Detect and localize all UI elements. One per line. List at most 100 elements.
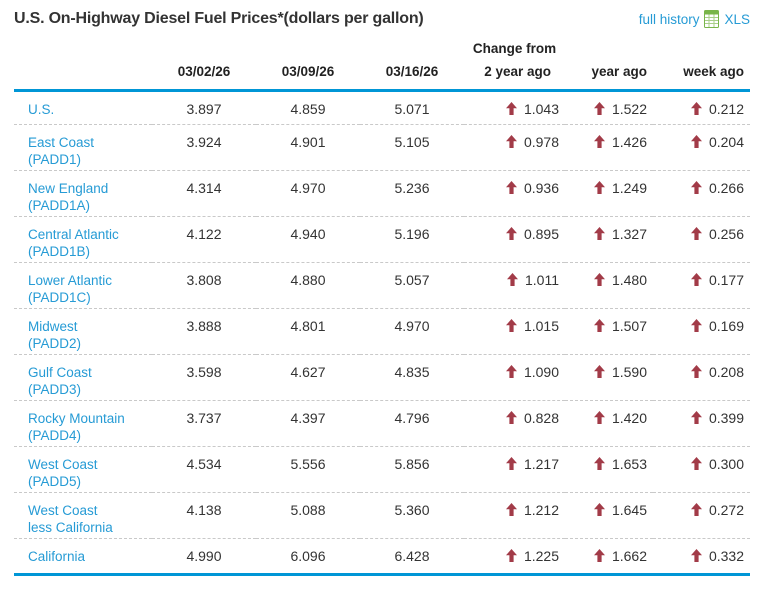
region-link[interactable]: West Coast less California — [28, 503, 113, 535]
up-arrow-icon — [507, 272, 518, 288]
region-link[interactable]: California — [28, 549, 86, 564]
change-cell: 0.936 — [464, 171, 565, 217]
price-cell: 4.990 — [186, 548, 222, 564]
up-arrow-icon — [690, 502, 702, 518]
region-link[interactable]: Gulf Coast (PADD3) — [28, 365, 92, 397]
price-cell: 4.314 — [186, 180, 222, 196]
up-arrow-icon — [505, 502, 517, 518]
table-row-lower-atlantic: Lower Atlantic (PADD1C) 3.808 4.880 5.057… — [14, 263, 750, 309]
up-arrow-icon — [593, 101, 605, 117]
region-column-header — [14, 58, 152, 92]
price-cell: 4.397 — [290, 410, 326, 426]
price-cell: 4.534 — [186, 456, 222, 472]
change-cell: 1.327 — [565, 217, 653, 263]
up-arrow-icon — [690, 272, 702, 288]
region-link[interactable]: U.S. — [28, 102, 55, 117]
up-arrow-icon — [593, 548, 605, 564]
price-table: Change from 03/02/26 03/09/26 03/16/26 2… — [14, 36, 750, 576]
diesel-fuel-prices-widget: U.S. On-Highway Diesel Fuel Prices*(doll… — [14, 6, 750, 576]
price-cell: 5.071 — [394, 101, 430, 117]
up-arrow-icon — [505, 101, 517, 117]
price-cell: 5.236 — [394, 180, 430, 196]
change-cell: 0.399 — [653, 401, 750, 447]
region-label: California — [14, 539, 152, 575]
region-link[interactable]: Midwest (PADD2) — [28, 319, 82, 351]
price-cell: 4.970 — [394, 318, 430, 334]
price-cell: 4.801 — [290, 318, 326, 334]
up-arrow-icon — [505, 410, 517, 426]
col-header-2-year-ago: 2 year ago — [464, 58, 565, 92]
change-cell: 1.420 — [565, 401, 653, 447]
region-link[interactable]: Central Atlantic (PADD1B) — [28, 227, 119, 259]
up-arrow-icon — [690, 101, 702, 117]
region-label: Midwest (PADD2) — [14, 309, 152, 355]
region-link[interactable]: East Coast (PADD1) — [28, 135, 95, 167]
price-cell: 4.970 — [290, 180, 326, 196]
change-from-row: Change from — [14, 36, 750, 58]
up-arrow-icon — [593, 410, 605, 426]
table-row-west-coast: West Coast (PADD5) 4.534 5.556 5.856 1.21… — [14, 447, 750, 493]
change-cell: 1.507 — [565, 309, 653, 355]
change-cell: 1.043 — [464, 91, 565, 125]
up-arrow-icon — [690, 548, 702, 564]
column-header-row: 03/02/26 03/09/26 03/16/26 2 year ago ye… — [14, 58, 750, 92]
title-bar: U.S. On-Highway Diesel Fuel Prices*(doll… — [14, 6, 750, 32]
up-arrow-icon — [690, 318, 702, 334]
price-cell: 6.428 — [394, 548, 430, 564]
change-cell: 0.208 — [653, 355, 750, 401]
price-cell: 5.057 — [394, 272, 430, 288]
price-cell: 5.088 — [290, 502, 326, 518]
region-label: Lower Atlantic (PADD1C) — [14, 263, 152, 309]
up-arrow-icon — [505, 180, 517, 196]
change-cell: 1.480 — [565, 263, 653, 309]
up-arrow-icon — [593, 180, 605, 196]
change-cell: 0.212 — [653, 91, 750, 125]
change-cell: 1.249 — [565, 171, 653, 217]
xls-link[interactable]: XLS — [724, 11, 750, 27]
region-link[interactable]: Lower Atlantic (PADD1C) — [28, 273, 113, 305]
change-cell: 1.015 — [464, 309, 565, 355]
region-label: East Coast (PADD1) — [14, 125, 152, 171]
region-link[interactable]: New England (PADD1A) — [28, 181, 109, 213]
change-cell: 0.978 — [464, 125, 565, 171]
up-arrow-icon — [505, 364, 517, 380]
up-arrow-icon — [690, 134, 702, 150]
full-history-link[interactable]: full history — [638, 11, 700, 27]
price-cell: 4.901 — [290, 134, 326, 150]
change-cell: 0.256 — [653, 217, 750, 263]
up-arrow-icon — [505, 456, 517, 472]
change-cell: 1.522 — [565, 91, 653, 125]
region-label: Rocky Mountain (PADD4) — [14, 401, 152, 447]
region-link[interactable]: Rocky Mountain (PADD4) — [28, 411, 125, 443]
change-from-label: Change from — [472, 41, 557, 56]
price-cell: 4.880 — [290, 272, 326, 288]
col-header-date-2: 03/09/26 — [256, 58, 360, 92]
price-cell: 5.360 — [394, 502, 430, 518]
up-arrow-icon — [690, 410, 702, 426]
change-cell: 1.011 — [464, 263, 565, 309]
up-arrow-icon — [690, 180, 702, 196]
price-cell: 3.897 — [186, 101, 222, 117]
price-cell: 5.105 — [394, 134, 430, 150]
price-cell: 5.556 — [290, 456, 326, 472]
price-cell: 4.138 — [186, 502, 222, 518]
table-row-east-coast: East Coast (PADD1) 3.924 4.901 5.105 0.97… — [14, 125, 750, 171]
up-arrow-icon — [505, 226, 517, 242]
region-label: U.S. — [14, 91, 152, 125]
change-cell: 0.300 — [653, 447, 750, 493]
region-link[interactable]: West Coast (PADD5) — [28, 457, 98, 489]
page-title: U.S. On-Highway Diesel Fuel Prices*(doll… — [14, 10, 424, 27]
table-row-california: California 4.990 6.096 6.428 1.225 1.662… — [14, 539, 750, 575]
region-label: West Coast (PADD5) — [14, 447, 152, 493]
up-arrow-icon — [690, 456, 702, 472]
price-cell: 4.940 — [290, 226, 326, 242]
table-row-west-coast-less-california: West Coast less California 4.138 5.088 5.… — [14, 493, 750, 539]
price-cell: 3.808 — [186, 272, 222, 288]
spreadsheet-file-icon[interactable] — [704, 10, 720, 28]
up-arrow-icon — [593, 134, 605, 150]
change-cell: 0.177 — [653, 263, 750, 309]
region-label: New England (PADD1A) — [14, 171, 152, 217]
price-cell: 4.859 — [290, 101, 326, 117]
price-cell: 6.096 — [290, 548, 326, 564]
price-cell: 4.627 — [290, 364, 326, 380]
